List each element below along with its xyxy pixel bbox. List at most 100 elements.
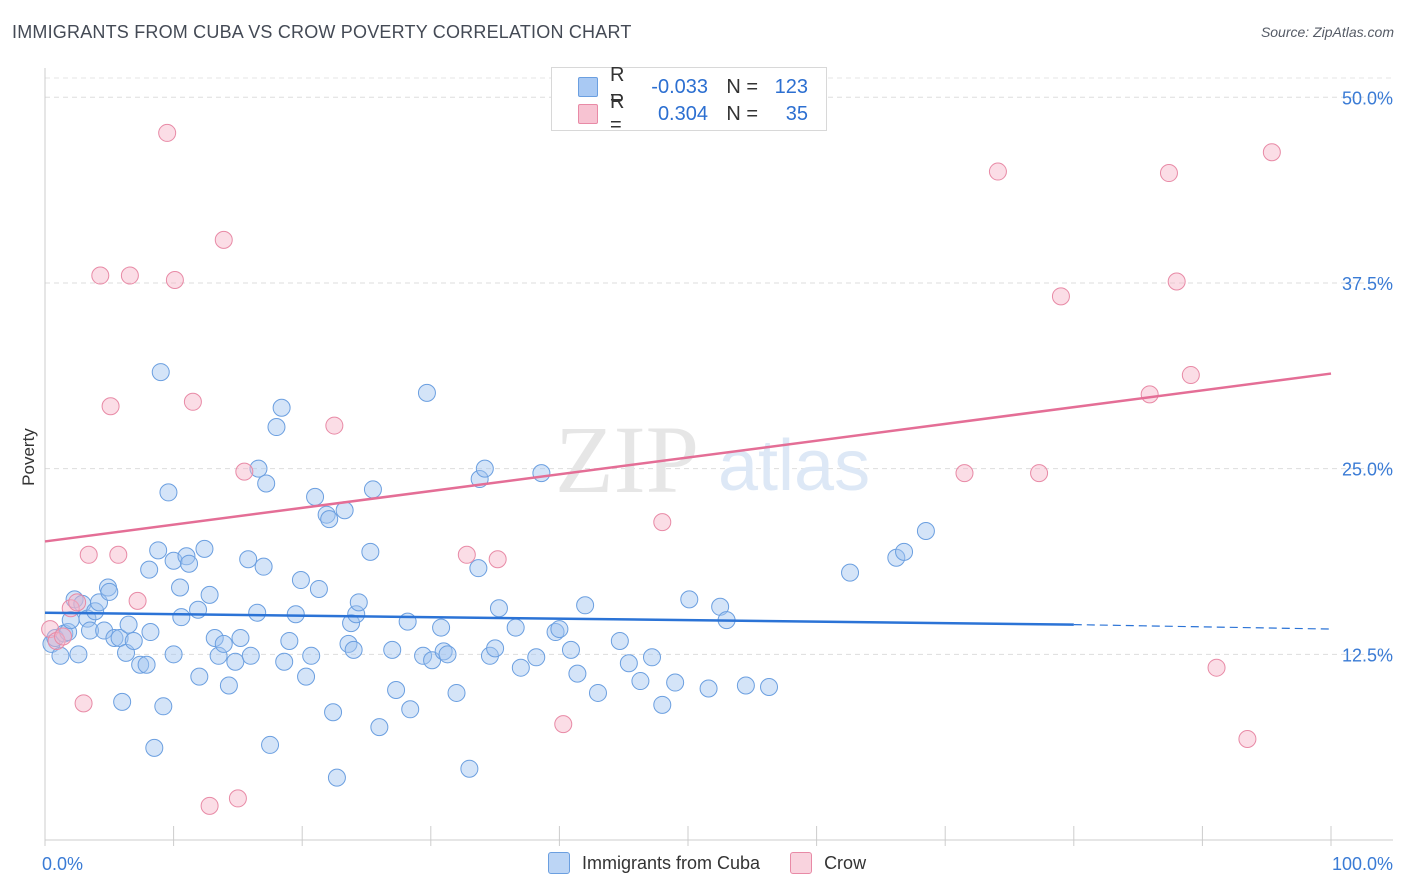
point-cuba [81, 621, 100, 640]
point-cuba [249, 459, 268, 478]
point-crow [325, 416, 344, 435]
point-cuba [248, 603, 267, 622]
points [41, 123, 1281, 815]
point-cuba [532, 464, 551, 483]
point-cuba [699, 679, 718, 698]
legend-n-value: 35 [785, 102, 808, 125]
trend-line-cuba [44, 611, 1074, 626]
bottom-legend-label-cuba: Immigrants from Cuba [582, 852, 761, 873]
point-cuba [486, 639, 505, 658]
point-cuba [214, 634, 233, 653]
point-crow [165, 270, 184, 289]
point-crow [120, 266, 139, 285]
point-cuba [387, 680, 406, 699]
point-cuba [195, 539, 214, 558]
point-crow [79, 545, 98, 564]
point-cuba [895, 542, 914, 561]
point-crow [1140, 385, 1159, 404]
point-cuba [140, 560, 159, 579]
watermark-atlas: atlas [718, 426, 870, 506]
point-crow [488, 550, 507, 569]
y-tick-label: 37.5% [1342, 274, 1393, 294]
point-cuba [297, 667, 316, 686]
point-cuba [95, 621, 114, 640]
point-cuba [113, 692, 132, 711]
point-cuba [209, 646, 228, 665]
point-cuba [588, 683, 607, 702]
x-tick-label: 0.0% [42, 854, 83, 874]
point-crow [91, 266, 110, 285]
point-cuba [151, 363, 170, 382]
axes [44, 68, 1393, 846]
legend-swatch-crow [578, 104, 598, 124]
y-tick-label: 12.5% [1342, 645, 1393, 665]
trend-line-crow [44, 372, 1332, 543]
point-cuba [680, 590, 699, 609]
point-crow [235, 462, 254, 481]
point-cuba [159, 483, 178, 502]
point-crow [988, 162, 1007, 181]
point-cuba [576, 596, 595, 615]
legend-r-value: -0.033 [651, 75, 708, 98]
point-crow [214, 230, 233, 249]
point-cuba [447, 683, 466, 702]
point-cuba [361, 542, 380, 561]
point-crow [158, 123, 177, 142]
y-tick-label: 25.0% [1342, 460, 1393, 480]
legend-swatch-cuba [578, 77, 598, 97]
point-cuba [550, 620, 569, 639]
point-cuba [280, 631, 299, 650]
point-cuba [149, 541, 168, 560]
point-cuba [286, 605, 305, 624]
point-cuba [137, 655, 156, 674]
point-cuba [527, 648, 546, 667]
point-crow [457, 545, 476, 564]
point-cuba [642, 648, 661, 667]
point-crow [74, 694, 93, 713]
point-cuba [124, 631, 143, 650]
point-crow [554, 715, 573, 734]
point-cuba [145, 738, 164, 757]
point-crow [1262, 143, 1281, 162]
point-cuba [916, 522, 935, 541]
legend-r-label: R = [610, 91, 625, 136]
bottom-legend-label-crow: Crow [824, 852, 867, 873]
point-crow [1238, 729, 1257, 748]
point-cuba [506, 618, 525, 637]
point-cuba [306, 487, 325, 506]
point-cuba [154, 697, 173, 716]
point-cuba [119, 615, 138, 634]
point-cuba [489, 599, 508, 618]
point-cuba [460, 759, 479, 778]
point-crow [1167, 272, 1186, 291]
point-crow [109, 545, 128, 564]
point-crow [1181, 366, 1200, 385]
legend: R = -0.033 N = 123 R = 0.304 N = 35 [551, 64, 827, 136]
point-cuba [272, 398, 291, 417]
point-cuba [164, 645, 183, 664]
point-cuba [131, 655, 150, 674]
point-crow [200, 796, 219, 815]
y-tick-label: 50.0% [1342, 88, 1393, 108]
point-cuba [254, 557, 273, 576]
point-crow [183, 392, 202, 411]
point-cuba [327, 768, 346, 787]
x-tick-label: 100.0% [1332, 854, 1393, 874]
point-cuba [105, 628, 124, 647]
point-cuba [320, 510, 339, 529]
point-crow [228, 789, 247, 808]
point-cuba [475, 459, 494, 478]
legend-r-value: 0.304 [657, 102, 708, 125]
point-cuba [257, 474, 276, 493]
point-cuba [219, 676, 238, 695]
point-cuba [469, 559, 488, 578]
point-cuba [610, 631, 629, 650]
point-cuba [86, 602, 105, 621]
point-crow [1159, 164, 1178, 183]
point-cuba [180, 554, 199, 573]
point-crow [1030, 464, 1049, 483]
point-cuba [100, 582, 119, 601]
legend-n-label: N = [726, 102, 758, 125]
point-cuba [511, 658, 530, 677]
point-cuba [171, 578, 190, 597]
